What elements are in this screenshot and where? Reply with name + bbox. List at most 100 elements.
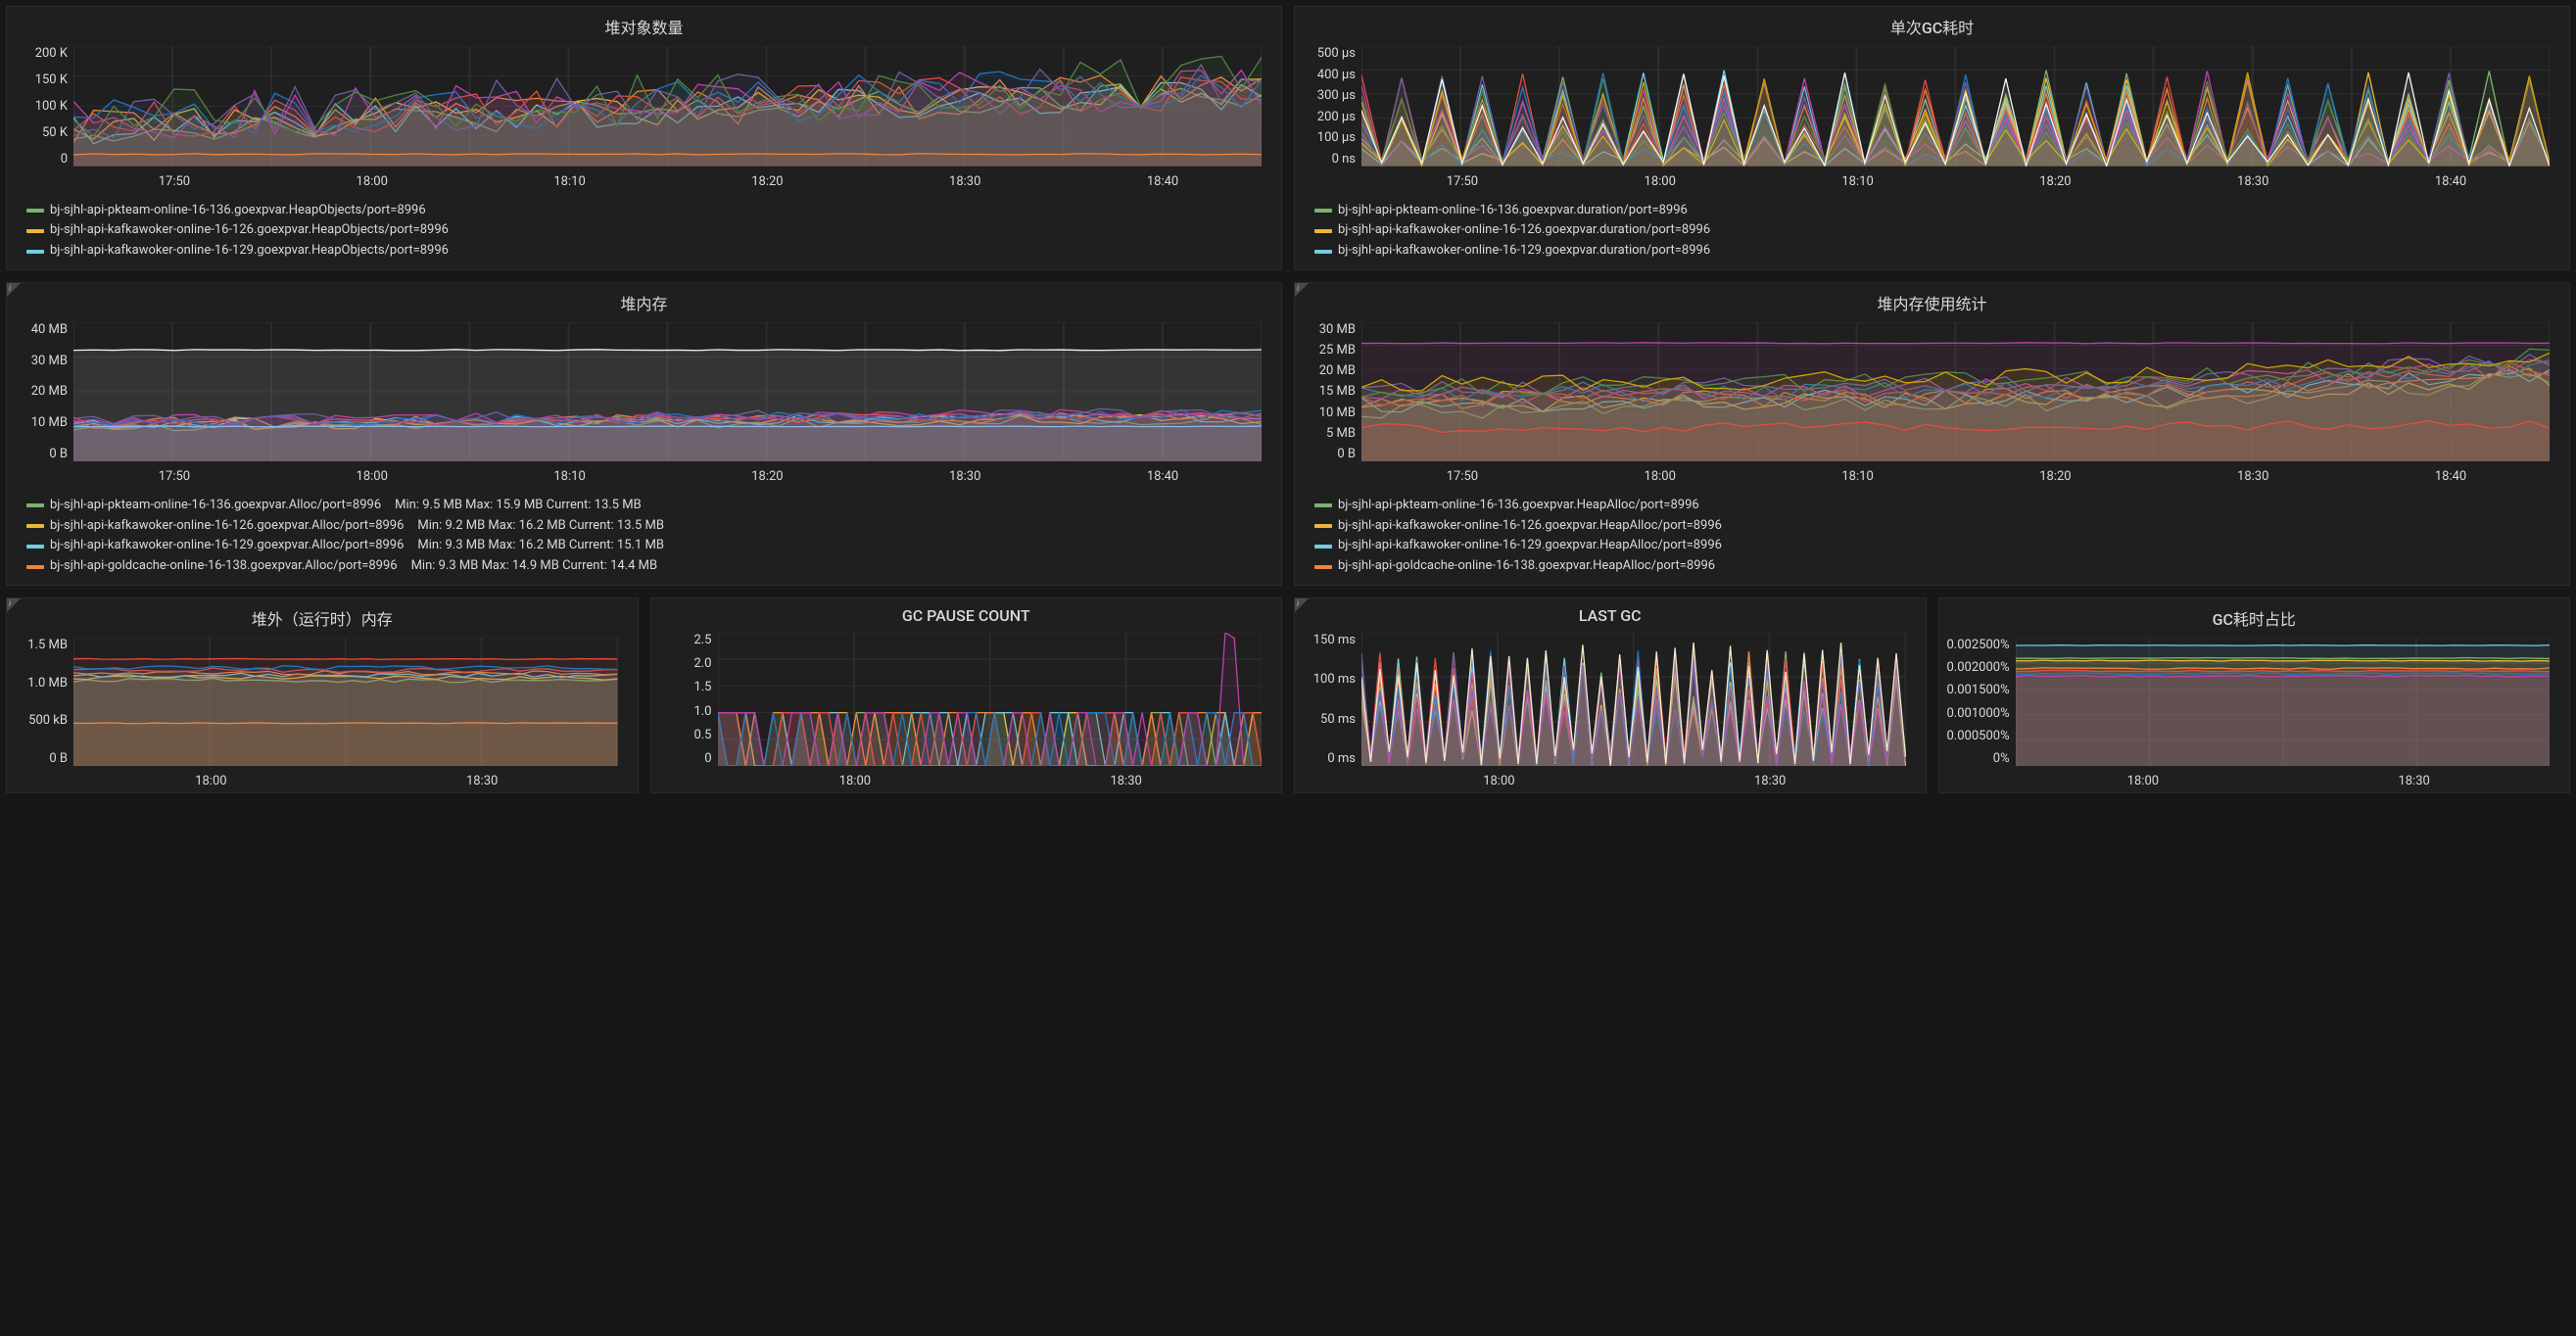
- x-tick-label: 18:30: [2237, 174, 2268, 189]
- legend-label: bj-sjhl-api-kafkawoker-online-16-126.goe…: [50, 220, 449, 241]
- legend-swatch: [1314, 524, 1332, 528]
- legend-swatch: [1314, 545, 1332, 549]
- y-tick-label: 150 ms: [1313, 633, 1356, 647]
- y-tick-label: 400 μs: [1317, 68, 1356, 82]
- plot[interactable]: [1361, 633, 1906, 766]
- x-axis: 17:5018:0018:1018:2018:3018:40: [1295, 465, 2569, 488]
- x-axis: 18:0018:30: [1295, 770, 1926, 792]
- legend-swatch: [1314, 250, 1332, 254]
- panel-title: 堆外（运行时）内存: [7, 598, 638, 634]
- legend-label: bj-sjhl-api-goldcache-online-16-138.goex…: [1338, 556, 1715, 577]
- panel-off-heap[interactable]: 堆外（运行时）内存 1.5 MB1.0 MB500 kB0 B 18:0018:…: [6, 597, 639, 793]
- y-tick-label: 200 μs: [1317, 110, 1356, 124]
- y-axis: 30 MB25 MB20 MB15 MB10 MB5 MB0 B: [1303, 322, 1361, 461]
- x-axis: 17:5018:0018:1018:2018:3018:40: [1295, 170, 2569, 193]
- y-tick-label: 20 MB: [1319, 363, 1356, 378]
- x-tick-label: 18:00: [1645, 174, 1676, 189]
- y-tick-label: 200 K: [35, 46, 68, 61]
- panel-heap-objects[interactable]: 堆对象数量 200 K150 K100 K50 K0 17:5018:0018:…: [6, 6, 1282, 270]
- y-axis: 150 ms100 ms50 ms0 ms: [1303, 633, 1361, 766]
- x-axis: 18:0018:30: [651, 770, 1282, 792]
- x-axis: 18:0018:30: [7, 770, 638, 792]
- y-tick-label: 1.5 MB: [27, 638, 68, 652]
- plot[interactable]: [1361, 322, 2550, 461]
- info-icon[interactable]: [1295, 283, 1309, 297]
- y-tick-label: 1.5: [693, 680, 711, 694]
- legend: bj-sjhl-api-pkteam-online-16-136.goexpva…: [7, 193, 1281, 269]
- y-tick-label: 25 MB: [1319, 343, 1356, 358]
- y-tick-label: 5 MB: [1326, 426, 1356, 441]
- legend-item[interactable]: bj-sjhl-api-pkteam-online-16-136.goexpva…: [26, 496, 1262, 516]
- plot[interactable]: [73, 46, 1262, 167]
- x-tick-label: 18:30: [949, 469, 980, 484]
- y-tick-label: 50 K: [42, 125, 68, 140]
- legend-item[interactable]: bj-sjhl-api-pkteam-online-16-136.goexpva…: [1314, 201, 2550, 221]
- x-tick-label: 17:50: [159, 469, 190, 484]
- plot[interactable]: [73, 322, 1262, 461]
- y-axis: 40 MB30 MB20 MB10 MB0 B: [15, 322, 73, 461]
- info-icon[interactable]: [7, 283, 21, 297]
- y-tick-label: 0.5: [693, 728, 711, 742]
- legend-item[interactable]: bj-sjhl-api-goldcache-online-16-138.goex…: [1314, 556, 2550, 577]
- legend-stats: Min: 9.3 MB Max: 16.2 MB Current: 15.1 M…: [417, 536, 664, 556]
- row-3: 堆外（运行时）内存 1.5 MB1.0 MB500 kB0 B 18:0018:…: [6, 597, 2570, 793]
- plot[interactable]: [1361, 46, 2550, 167]
- legend-swatch: [1314, 565, 1332, 569]
- y-axis: 0.002500%0.002000%0.001500%0.001000%0.00…: [1947, 638, 2016, 766]
- legend-label: bj-sjhl-api-kafkawoker-online-16-129.goe…: [1338, 536, 1722, 556]
- legend-item[interactable]: bj-sjhl-api-kafkawoker-online-16-129.goe…: [26, 241, 1262, 262]
- chart-area: 30 MB25 MB20 MB15 MB10 MB5 MB0 B: [1295, 318, 2569, 465]
- y-tick-label: 2.0: [693, 656, 711, 671]
- legend-stats: Min: 9.3 MB Max: 14.9 MB Current: 14.4 M…: [411, 556, 658, 577]
- x-tick-label: 18:10: [1841, 174, 1873, 189]
- y-tick-label: 0.002500%: [1947, 638, 2010, 652]
- info-icon[interactable]: [7, 598, 21, 612]
- y-tick-label: 0: [704, 751, 711, 766]
- x-axis: 17:5018:0018:1018:2018:3018:40: [7, 465, 1281, 488]
- plot[interactable]: [2016, 638, 2550, 766]
- legend-item[interactable]: bj-sjhl-api-kafkawoker-online-16-129.goe…: [1314, 536, 2550, 556]
- panel-gc-ratio[interactable]: GC耗时占比 0.002500%0.002000%0.001500%0.0010…: [1938, 597, 2571, 793]
- panel-title: 堆内存: [7, 283, 1281, 318]
- legend-item[interactable]: bj-sjhl-api-kafkawoker-online-16-126.goe…: [1314, 516, 2550, 537]
- panel-gc-duration[interactable]: 单次GC耗时 500 μs400 μs300 μs200 μs100 μs0 n…: [1294, 6, 2570, 270]
- chart-area: 0.002500%0.002000%0.001500%0.001000%0.00…: [1939, 634, 2570, 770]
- x-tick-label: 18:20: [751, 469, 783, 484]
- legend-item[interactable]: bj-sjhl-api-kafkawoker-online-16-129.goe…: [1314, 241, 2550, 262]
- legend-swatch: [26, 503, 44, 507]
- legend-item[interactable]: bj-sjhl-api-goldcache-online-16-138.goex…: [26, 556, 1262, 577]
- panel-heap-stats[interactable]: 堆内存使用统计 30 MB25 MB20 MB15 MB10 MB5 MB0 B…: [1294, 282, 2570, 586]
- plot[interactable]: [73, 638, 618, 766]
- x-axis: 18:0018:30: [1939, 770, 2570, 792]
- panel-heap-mem[interactable]: 堆内存 40 MB30 MB20 MB10 MB0 B 17:5018:0018…: [6, 282, 1282, 586]
- legend-item[interactable]: bj-sjhl-api-kafkawoker-online-16-126.goe…: [26, 516, 1262, 537]
- panel-title: GC耗时占比: [1939, 598, 2570, 634]
- legend-label: bj-sjhl-api-kafkawoker-online-16-126.goe…: [1338, 516, 1722, 537]
- legend-swatch: [26, 545, 44, 549]
- y-axis: 1.5 MB1.0 MB500 kB0 B: [15, 638, 73, 766]
- y-tick-label: 0.000500%: [1947, 729, 2010, 743]
- y-tick-label: 0 ms: [1327, 751, 1356, 766]
- plot[interactable]: [718, 633, 1263, 766]
- y-tick-label: 50 ms: [1320, 712, 1356, 727]
- legend-item[interactable]: bj-sjhl-api-kafkawoker-online-16-126.goe…: [26, 220, 1262, 241]
- legend-swatch: [26, 565, 44, 569]
- info-icon[interactable]: [1295, 598, 1309, 612]
- legend-item[interactable]: bj-sjhl-api-kafkawoker-online-16-126.goe…: [1314, 220, 2550, 241]
- legend-label: bj-sjhl-api-kafkawoker-online-16-126.goe…: [1338, 220, 1710, 241]
- y-tick-label: 0%: [1993, 751, 2010, 766]
- legend-item[interactable]: bj-sjhl-api-kafkawoker-online-16-129.goe…: [26, 536, 1262, 556]
- legend-item[interactable]: bj-sjhl-api-pkteam-online-16-136.goexpva…: [1314, 496, 2550, 516]
- panel-title: 堆对象数量: [7, 7, 1281, 42]
- x-tick-label: 18:30: [2237, 469, 2268, 484]
- x-tick-label: 17:50: [1447, 174, 1478, 189]
- panel-gc-pause-count[interactable]: GC PAUSE COUNT 2.52.01.51.00.50 18:0018:…: [650, 597, 1283, 793]
- x-tick-label: 18:00: [195, 774, 226, 788]
- chart-area: 500 μs400 μs300 μs200 μs100 μs0 ns: [1295, 42, 2569, 170]
- y-tick-label: 500 μs: [1317, 46, 1356, 61]
- y-tick-label: 40 MB: [31, 322, 68, 337]
- legend-swatch: [1314, 503, 1332, 507]
- panel-last-gc[interactable]: LAST GC 150 ms100 ms50 ms0 ms 18:0018:30: [1294, 597, 1927, 793]
- x-tick-label: 18:00: [2127, 774, 2159, 788]
- legend-item[interactable]: bj-sjhl-api-pkteam-online-16-136.goexpva…: [26, 201, 1262, 221]
